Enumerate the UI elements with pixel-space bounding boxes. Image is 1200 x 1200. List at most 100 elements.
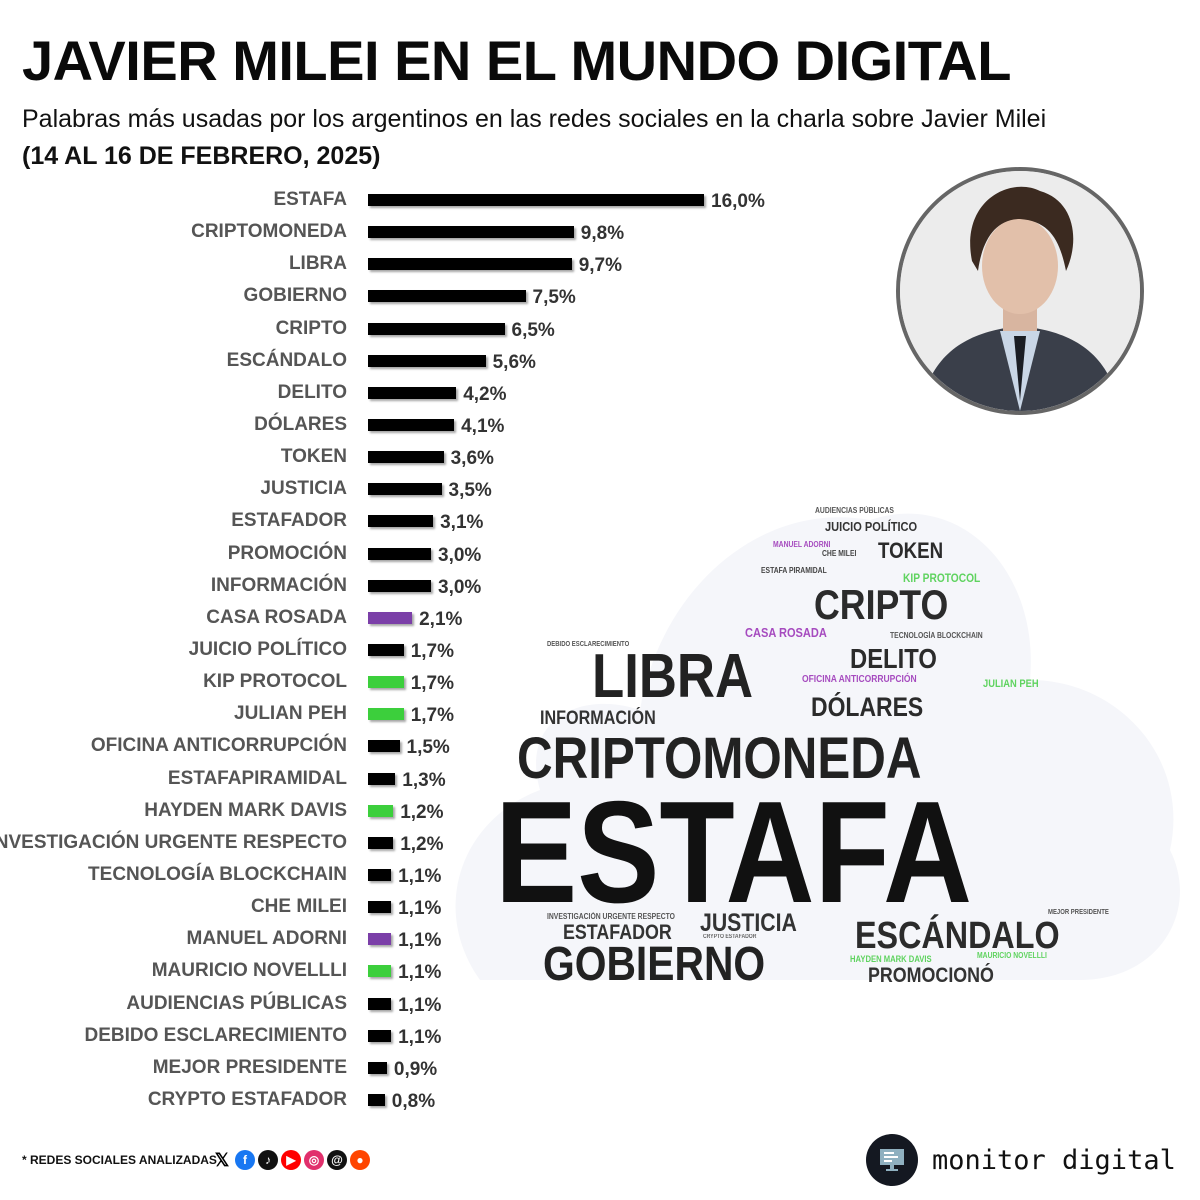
value-label: 1,2% [400,801,444,823]
category-label: INFORMACIÓN [210,574,347,596]
word-cloud-word: DELITO [850,643,937,674]
date-range: (14 AL 16 DE FEBRERO, 2025) [22,142,381,170]
value-label: 9,7% [578,255,622,277]
bar [368,740,400,753]
value-label: 1,1% [398,962,442,984]
value-label: 1,1% [398,930,442,952]
word-cloud-word: CRYPTO ESTAFADOR [703,934,757,940]
bar [368,772,396,785]
category-label: CRIPTO [275,317,347,339]
bar [368,1093,385,1106]
category-label: TOKEN [280,446,347,468]
bar [368,483,442,496]
word-cloud-word: ESTAFADOR [563,921,672,944]
monitor-icon [866,1134,918,1186]
tiktok-icon: ♪ [258,1150,278,1170]
category-label: HAYDEN MARK DAVIS [144,799,347,821]
category-label: TECNOLOGÍA BLOCKCHAIN [88,863,347,885]
category-label: DELITO [277,381,347,403]
word-cloud-word: AUDIENCIAS PÚBLICAS [815,506,894,515]
bar [368,547,431,560]
value-label: 0,8% [391,1090,436,1112]
word-cloud-word: KIP PROTOCOL [903,571,981,585]
word-cloud-word: ESTAFA PIRAMIDAL [761,566,827,575]
value-label: 5,6% [492,351,536,373]
value-label: 4,1% [461,415,505,437]
bar [368,965,392,978]
category-label: ESTAFAPIRAMIDAL [167,767,347,789]
word-cloud-word: TECNOLOGÍA BLOCKCHAIN [890,631,983,640]
word-cloud-word: GOBIERNO [543,938,766,991]
bar [368,708,404,721]
value-label: 3,6% [450,448,494,470]
category-label: DÓLARES [254,413,347,435]
value-label: 1,1% [398,994,442,1016]
category-label: ESTAFA [273,189,347,210]
word-cloud-word: CHE MILEI [822,549,857,558]
word-cloud-word: DEBIDO ESCLARECIMIENTO [547,641,630,648]
word-cloud-word: JUICIO POLÍTICO [825,519,918,534]
x-icon: 𝕏 [214,1149,230,1170]
category-label: OFICINA ANTICORRUPCIÓN [90,735,347,757]
bar [368,1029,392,1042]
value-label: 1,1% [398,865,442,887]
bar [368,868,392,881]
value-label: 4,2% [463,383,507,405]
milei-portrait-photo [896,167,1144,415]
bar [368,804,394,817]
category-label: JUICIO POLÍTICO [188,638,347,660]
word-cloud-word: TOKEN [878,538,944,563]
word-cloud-word: INFORMACIÓN [540,708,656,729]
category-label: CRYPTO ESTAFADOR [147,1088,347,1110]
value-label: 6,5% [511,319,555,341]
bar [368,579,431,592]
bar [368,226,574,239]
bar [368,418,455,431]
word-cloud-word: MEJOR PRESIDENTE [1048,909,1109,916]
category-label: MANUEL ADORNI [186,928,347,950]
word-cloud-word: HAYDEN MARK DAVIS [850,954,932,964]
category-label: LIBRA [288,253,347,275]
category-label: JUSTICIA [260,478,347,500]
instagram-icon: ◎ [304,1150,324,1170]
category-label: PROMOCIÓN [227,542,347,564]
word-cloud-word: DÓLARES [811,692,924,722]
value-label: 9,8% [580,223,625,245]
word-cloud-word: ESTAFA [495,771,973,933]
word-cloud-word: MAURICIO NOVELLLI [977,951,1047,960]
word-cloud-background [455,513,1180,980]
value-label: 16,0% [711,191,765,212]
bar [368,322,505,335]
word-cloud-word: ESCÁNDALO [855,915,1060,957]
category-label: MAURICIO NOVELLLI [151,960,347,982]
threads-icon: @ [327,1150,347,1170]
brand-logo-text: monitor digital [932,1145,1176,1176]
value-label: 1,1% [398,898,442,920]
word-cloud-word: JULIAN PEH [983,678,1039,690]
word-cloud-word: LIBRA [592,642,754,711]
youtube-icon: ▶ [281,1150,301,1170]
bar [368,386,457,399]
bar [368,354,486,367]
bar [368,933,392,946]
word-cloud-word: PROMOCIONÓ [868,964,994,987]
category-label: CASA ROSADA [206,606,347,628]
category-label: INVESTIGACIÓN URGENTE RESPECTO [0,831,347,853]
category-label: CHE MILEI [250,896,347,918]
category-label: GOBIERNO [243,285,347,307]
category-label: ESCÁNDALO [226,349,347,371]
category-label: ESTAFADOR [231,510,347,532]
word-cloud-word: CRIPTOMONEDA [517,726,922,791]
bar [368,515,434,528]
bar [368,258,572,271]
category-label: MEJOR PRESIDENTE [152,1056,347,1078]
value-label: 7,5% [532,287,576,309]
category-label: KIP PROTOCOL [203,671,347,693]
category-label: CRIPTOMONEDA [191,221,347,243]
reddit-icon: ● [350,1150,370,1170]
bar [368,901,392,914]
category-label: DEBIDO ESCLARECIMIENTO [84,1024,347,1046]
value-label: 0,9% [393,1058,438,1080]
word-cloud-word: INVESTIGACIÓN URGENTE RESPECTO [547,912,675,921]
